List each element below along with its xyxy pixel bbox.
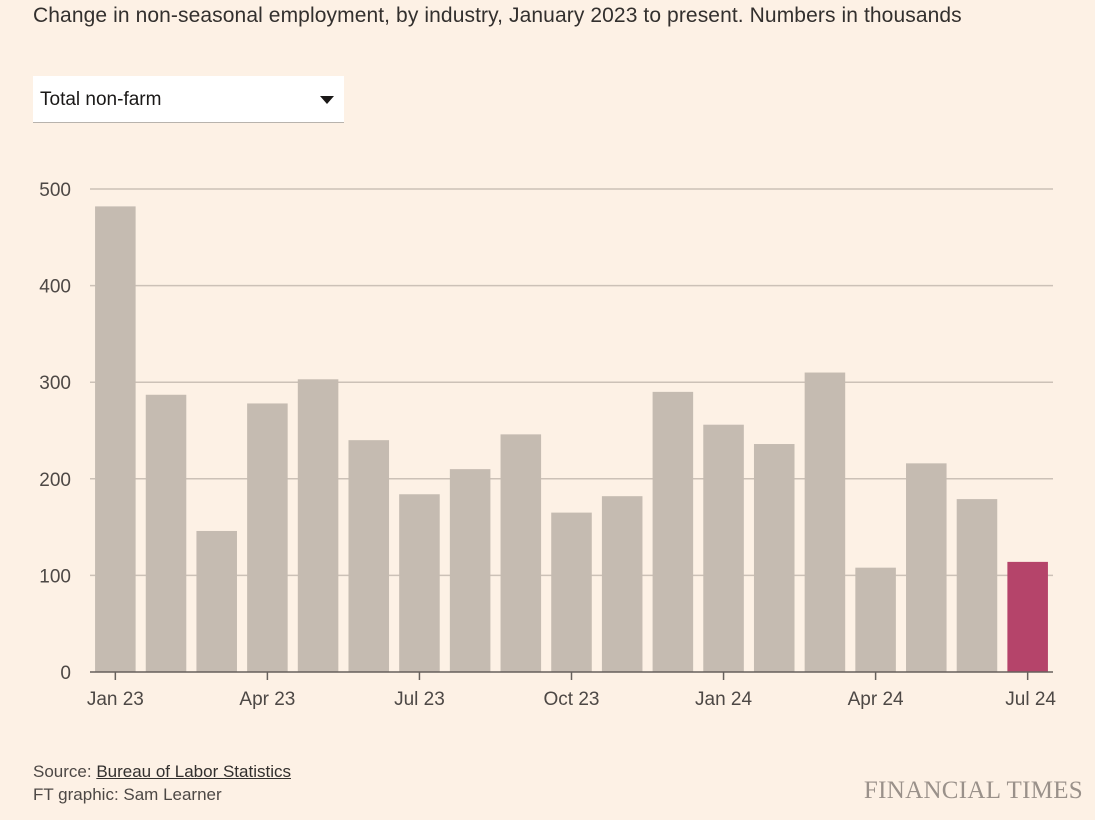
x-tick-label: Apr 24 xyxy=(848,689,904,710)
bar-may-24 xyxy=(906,463,947,672)
source-note: Source: Bureau of Labor Statistics FT gr… xyxy=(33,760,291,806)
chevron-down-icon xyxy=(320,96,334,104)
x-tick-label: Jul 24 xyxy=(1005,689,1056,710)
bar-dec-23 xyxy=(652,391,694,672)
bars xyxy=(95,206,1048,672)
bar-aug-23 xyxy=(449,469,491,672)
x-axis xyxy=(90,671,1053,680)
y-tick-label: 400 xyxy=(39,277,71,298)
bar-mar-23 xyxy=(196,530,237,672)
bar-oct-23 xyxy=(551,512,592,672)
credit-line: FT graphic: Sam Learner xyxy=(33,785,222,804)
x-tick-label: Jul 23 xyxy=(394,689,445,710)
bar-feb-24 xyxy=(753,444,795,672)
x-tick-label: Jan 23 xyxy=(87,689,144,710)
x-tick-label: Oct 23 xyxy=(544,689,600,710)
industry-select-value: Total non-farm xyxy=(40,89,162,110)
gridlines xyxy=(90,188,1053,577)
chart-subtitle: Change in non-seasonal employment, by in… xyxy=(33,4,962,27)
bar-apr-24 xyxy=(855,567,896,672)
bar-jul-23 xyxy=(399,494,440,672)
x-tick-label: Jan 24 xyxy=(695,689,752,710)
bar-mar-24 xyxy=(804,372,846,672)
bar-jun-23 xyxy=(348,440,390,672)
y-tick-label: 200 xyxy=(39,470,71,491)
bar-jul-24 xyxy=(1007,561,1048,672)
industry-select[interactable]: Total non-farm xyxy=(33,76,344,123)
bar-nov-23 xyxy=(601,496,643,672)
bar-jun-24 xyxy=(956,499,998,672)
bar-may-23 xyxy=(297,379,339,672)
bar-jan-23 xyxy=(95,206,136,672)
ft-logo: FINANCIAL TIMES xyxy=(863,777,1083,804)
x-tick-label: Apr 23 xyxy=(239,689,295,710)
y-tick-label: 300 xyxy=(39,373,71,394)
source-link[interactable]: Bureau of Labor Statistics xyxy=(96,762,291,781)
bar-feb-23 xyxy=(145,394,187,672)
y-tick-label: 0 xyxy=(60,663,71,684)
source-prefix: Source: xyxy=(33,762,97,781)
bar-apr-23 xyxy=(247,403,288,672)
y-axis: 0 100 200 300 400 500 xyxy=(39,180,71,684)
bar-sep-23 xyxy=(500,434,542,672)
bar-jan-24 xyxy=(703,424,744,672)
source-line: Source: Bureau of Labor Statistics xyxy=(33,760,291,783)
y-tick-label: 500 xyxy=(39,180,71,201)
x-tick-labels: Jan 23 Apr 23 Jul 23 Oct 23 Jan 24 Apr 24 Jul … xyxy=(87,689,1057,710)
y-tick-label: 100 xyxy=(39,566,71,587)
